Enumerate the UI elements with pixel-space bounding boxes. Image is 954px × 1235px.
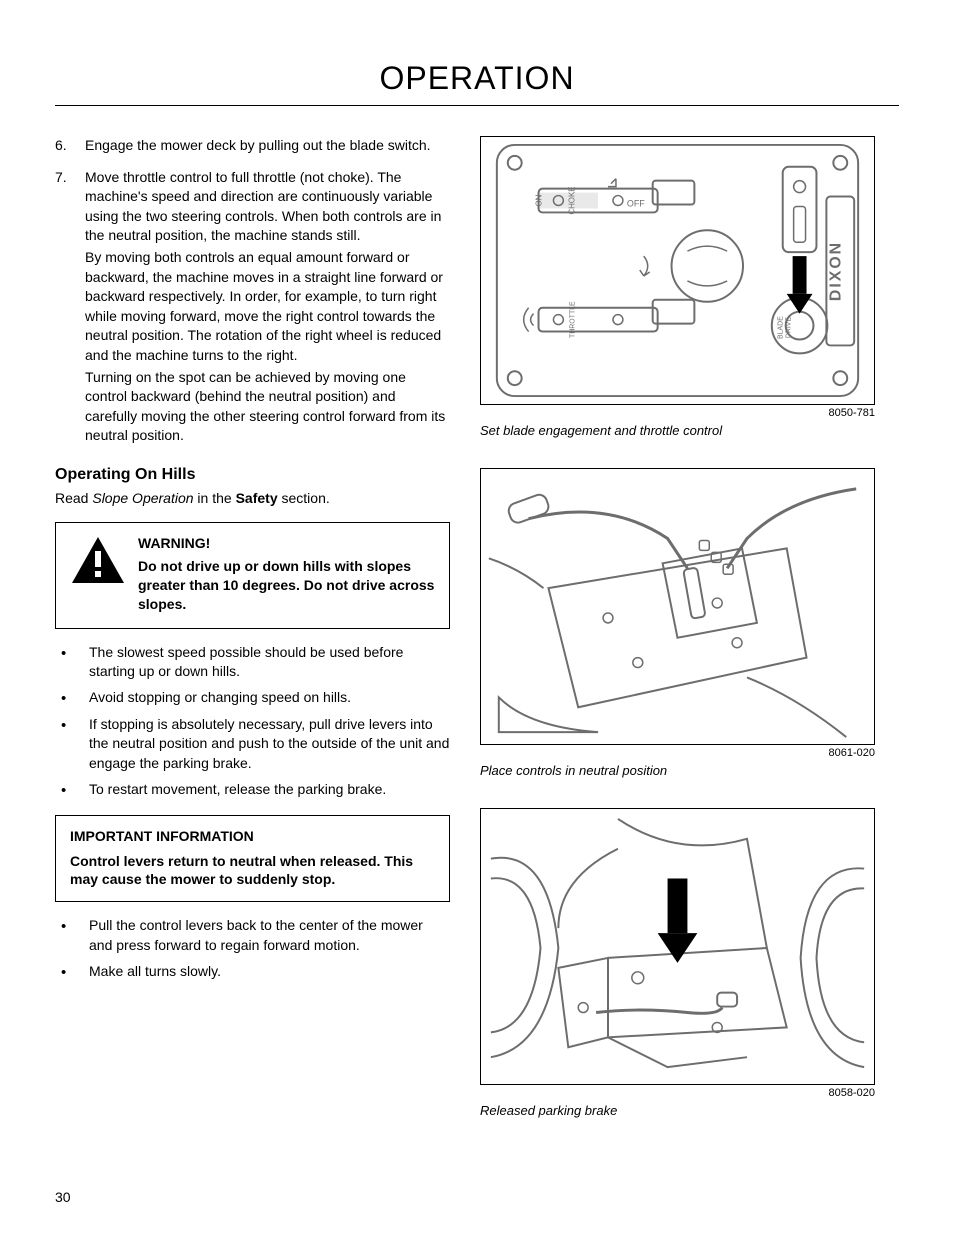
list-item: Make all turns slowly. bbox=[55, 962, 450, 983]
list-item: To restart movement, release the parking… bbox=[55, 780, 450, 801]
intro-italic: Slope Operation bbox=[92, 490, 193, 506]
two-column-layout: 6. Engage the mower deck by pulling out … bbox=[55, 136, 899, 1148]
bullet-text: If stopping is absolutely necessary, pul… bbox=[89, 715, 450, 774]
figure-3: 8058-020 Released parking brake bbox=[480, 808, 875, 1118]
control-panel-diagram: DIXON BLADE DRIVE bbox=[480, 136, 875, 405]
svg-text:DIXON: DIXON bbox=[827, 241, 844, 301]
intro-text: Read bbox=[55, 490, 92, 506]
step-paragraph: Engage the mower deck by pulling out the… bbox=[85, 136, 450, 156]
step-6: 6. Engage the mower deck by pulling out … bbox=[55, 136, 450, 158]
bullet-text: Avoid stopping or changing speed on hill… bbox=[89, 688, 351, 709]
intro-text: in the bbox=[194, 490, 236, 506]
step-text: Engage the mower deck by pulling out the… bbox=[85, 136, 450, 158]
neutral-controls-diagram bbox=[480, 468, 875, 745]
svg-text:ON: ON bbox=[535, 194, 544, 206]
figure-caption: Set blade engagement and throttle contro… bbox=[480, 423, 875, 438]
list-item: Pull the control levers back to the cent… bbox=[55, 916, 450, 955]
figure-id: 8050-781 bbox=[480, 407, 875, 419]
parking-brake-diagram bbox=[480, 808, 875, 1085]
svg-text:THROTTLE: THROTTLE bbox=[569, 301, 576, 338]
step-paragraph: By moving both controls an equal amount … bbox=[85, 248, 450, 366]
panel-svg: DIXON BLADE DRIVE bbox=[481, 137, 874, 404]
list-item: Avoid stopping or changing speed on hill… bbox=[55, 688, 450, 709]
intro-text: section. bbox=[278, 490, 330, 506]
step-number: 7. bbox=[55, 168, 85, 448]
warning-body: Do not drive up or down hills with slope… bbox=[138, 557, 435, 614]
warning-triangle-icon bbox=[70, 535, 126, 614]
left-column: 6. Engage the mower deck by pulling out … bbox=[55, 136, 450, 1148]
figure-caption: Place controls in neutral position bbox=[480, 763, 875, 778]
step-number: 6. bbox=[55, 136, 85, 158]
page-title: OPERATION bbox=[55, 60, 899, 106]
warning-text: WARNING! Do not drive up or down hills w… bbox=[138, 535, 435, 614]
svg-text:BLADE: BLADE bbox=[778, 316, 785, 339]
svg-text:DRIVE: DRIVE bbox=[786, 317, 793, 339]
list-item: The slowest speed possible should be use… bbox=[55, 643, 450, 682]
figure-id: 8058-020 bbox=[480, 1087, 875, 1099]
bullet-text: The slowest speed possible should be use… bbox=[89, 643, 450, 682]
figure-2: 8061-020 Place controls in neutral posit… bbox=[480, 468, 875, 778]
important-info-box: IMPORTANT INFORMATION Control levers ret… bbox=[55, 815, 450, 903]
brake-svg bbox=[481, 809, 874, 1084]
right-column: DIXON BLADE DRIVE bbox=[480, 136, 875, 1148]
intro-bold: Safety bbox=[236, 490, 278, 506]
figure-1: DIXON BLADE DRIVE bbox=[480, 136, 875, 438]
step-paragraph: Move throttle control to full throttle (… bbox=[85, 168, 450, 246]
svg-text:CHOKE: CHOKE bbox=[567, 186, 576, 214]
figure-id: 8061-020 bbox=[480, 747, 875, 759]
step-7: 7. Move throttle control to full throttl… bbox=[55, 168, 450, 448]
warning-box: WARNING! Do not drive up or down hills w… bbox=[55, 522, 450, 629]
warning-title: WARNING! bbox=[138, 535, 435, 551]
svg-text:OFF: OFF bbox=[627, 198, 645, 208]
hill-bullets: The slowest speed possible should be use… bbox=[55, 643, 450, 801]
bullet-text: Pull the control levers back to the cent… bbox=[89, 916, 450, 955]
info-title: IMPORTANT INFORMATION bbox=[70, 828, 435, 844]
figure-caption: Released parking brake bbox=[480, 1103, 875, 1118]
bullet-text: Make all turns slowly. bbox=[89, 962, 221, 983]
page-number: 30 bbox=[55, 1189, 71, 1205]
neutral-svg bbox=[481, 469, 874, 744]
hills-intro: Read Slope Operation in the Safety secti… bbox=[55, 490, 450, 506]
hills-heading: Operating On Hills bbox=[55, 466, 450, 484]
list-item: If stopping is absolutely necessary, pul… bbox=[55, 715, 450, 774]
step-text: Move throttle control to full throttle (… bbox=[85, 168, 450, 448]
bullet-text: To restart movement, release the parking… bbox=[89, 780, 386, 801]
info-body: Control levers return to neutral when re… bbox=[70, 852, 435, 890]
post-info-bullets: Pull the control levers back to the cent… bbox=[55, 916, 450, 982]
step-paragraph: Turning on the spot can be achieved by m… bbox=[85, 368, 450, 446]
